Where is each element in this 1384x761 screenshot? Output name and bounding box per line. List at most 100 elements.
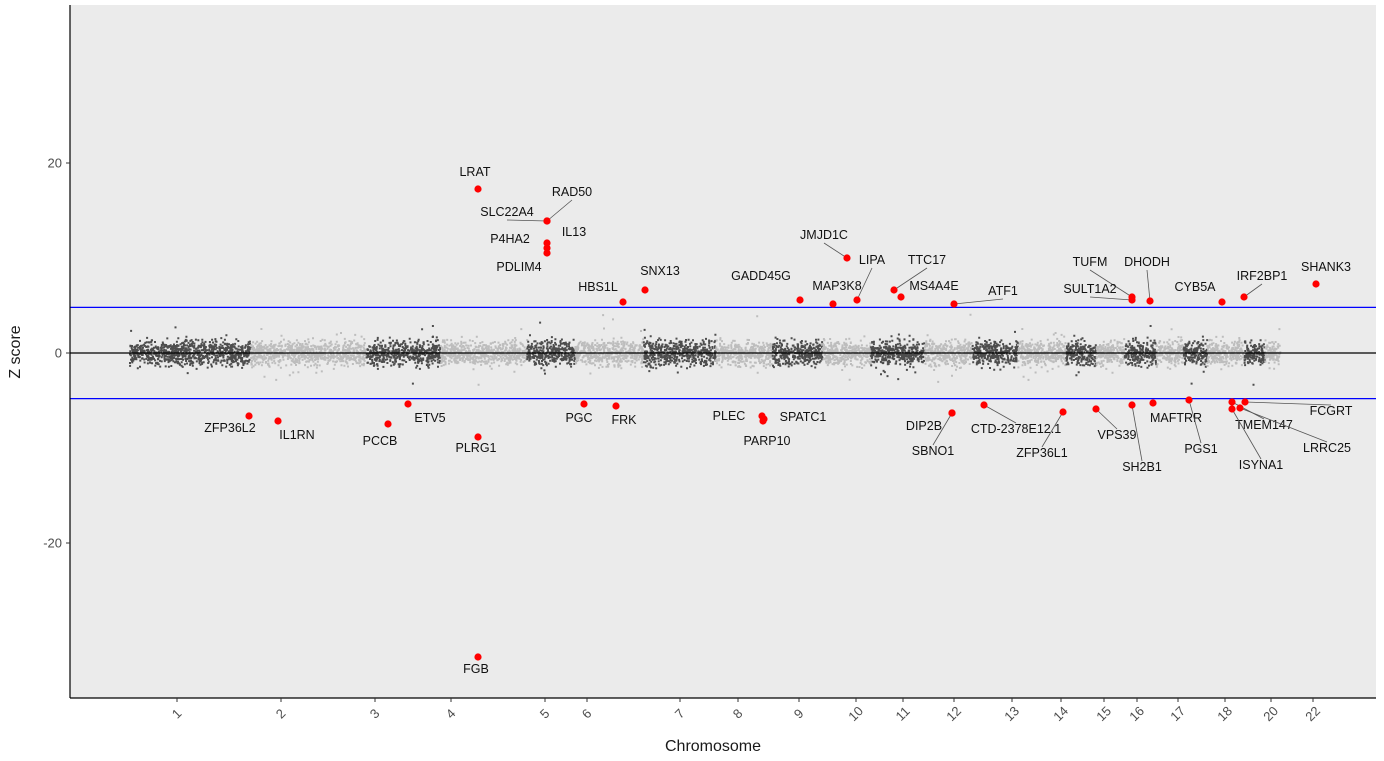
gene-point [474, 185, 482, 193]
chromosome-point-cloud [250, 328, 368, 381]
chromosome-point-cloud [971, 330, 1019, 371]
y-tick-label: 0 [55, 346, 62, 361]
x-tick-label: 1 [169, 706, 185, 722]
gene-label: MAFTRR [1150, 411, 1202, 425]
x-tick-label: 12 [943, 703, 964, 724]
gene-point [843, 254, 851, 262]
gene-marker-ttc17: TTC17 [890, 253, 946, 294]
gene-label: TTC17 [908, 253, 946, 267]
gene-label: ISYNA1 [1239, 458, 1284, 472]
chromosome-point-cloud [1065, 334, 1098, 377]
gene-point [1092, 405, 1100, 413]
gene-point [1228, 398, 1236, 406]
x-tick-label: 10 [845, 703, 866, 724]
gene-label: ATF1 [988, 284, 1018, 298]
chromosome-points-7 [642, 328, 717, 374]
gene-label: PGC [565, 411, 592, 425]
chromosome-points-15 [1065, 334, 1098, 377]
chromosome-point-cloud [642, 328, 717, 374]
gene-label: TUFM [1073, 255, 1108, 269]
gene-marker-dhodh: DHODH [1124, 255, 1170, 305]
gene-marker-snx13: SNX13 [640, 264, 680, 294]
label-leader-line [932, 412, 953, 446]
gene-label: SULT1A2 [1063, 282, 1116, 296]
gene-marker-plrg1: PLRG1 [456, 433, 497, 455]
gene-point [474, 653, 482, 661]
chromosome-point-cloud [574, 314, 645, 375]
gene-label: ZFP36L2 [204, 421, 255, 435]
gene-point [1146, 297, 1154, 305]
gene-point [641, 286, 649, 294]
gene-point [245, 412, 253, 420]
label-leader-line [1231, 401, 1265, 420]
x-tick-label: 11 [893, 704, 913, 724]
gene-point [543, 249, 551, 257]
gene-label: CYB5A [1175, 280, 1217, 294]
label-leader-line [1188, 399, 1202, 444]
chromosome-points-17 [1123, 325, 1158, 369]
chromosome-points-9 [790, 337, 824, 369]
chromosome-point-cloud [439, 328, 529, 386]
gene-label: SHANK3 [1301, 260, 1351, 274]
gene-marker-ms4a4e: MS4A4E [897, 279, 959, 301]
gene-point [612, 402, 620, 410]
gene-point [474, 433, 482, 441]
x-tick-label: 2 [273, 706, 289, 722]
chromosome-points-12 [923, 313, 974, 383]
gene-label: IRF2BP1 [1237, 269, 1288, 283]
gene-label: LIPA [859, 253, 886, 267]
gene-marker-etv5: ETV5 [404, 400, 446, 425]
gene-marker-map3k8: MAP3K8 [812, 279, 862, 308]
gene-marker-gadd45g: GADD45G [731, 269, 804, 304]
gene-label: TMEM147 [1235, 418, 1293, 432]
gene-point [1149, 399, 1157, 407]
chromosome-points-13 [971, 330, 1019, 371]
gene-label: PARP10 [743, 434, 790, 448]
label-leader-line [1089, 269, 1133, 298]
x-tick-label: 16 [1126, 703, 1147, 724]
y-axis-title: Z score [7, 325, 24, 378]
gene-marker-pccb: PCCB [363, 420, 397, 448]
gene-label: MS4A4E [909, 279, 958, 293]
chromosome-point-cloud [187, 334, 252, 370]
label-leader-line [983, 404, 1017, 424]
chromosome-point-cloud [714, 315, 774, 374]
gene-point [1128, 296, 1136, 304]
y-axis-ticks: 20 0 -20 [43, 156, 70, 551]
gene-label: LRRC25 [1303, 441, 1351, 455]
label-leader-line [823, 242, 848, 259]
gene-label: SH2B1 [1122, 460, 1162, 474]
gene-label: SPATC1 [780, 410, 827, 424]
x-tick-label: 3 [367, 706, 383, 722]
gene-point [404, 400, 412, 408]
x-tick-label: 22 [1302, 703, 1323, 724]
gene-label: ETV5 [414, 411, 445, 425]
gene-marker-sh2b1: SH2B1 [1122, 401, 1162, 474]
x-tick-label: 15 [1093, 703, 1114, 724]
gene-label: SBNO1 [912, 444, 954, 458]
gene-label: PLEC [713, 409, 746, 423]
label-leader-line [1239, 407, 1328, 443]
label-leader-line [1243, 283, 1263, 298]
gene-point [543, 244, 551, 252]
gene-label: DHODH [1124, 255, 1170, 269]
chromosome-points-2 [250, 328, 368, 381]
gene-marker-lrat: LRAT [459, 165, 491, 193]
gene-label: FRK [612, 413, 638, 427]
gene-point [619, 298, 627, 306]
gene-marker-isyna1: ISYNA1 [1228, 405, 1283, 472]
chromosome-point-cloud [1264, 328, 1282, 370]
chromosome-point-cloud [129, 326, 190, 375]
gene-marker-ctd-2378e12.1: CTD-2378E12.1 [971, 401, 1061, 436]
gene-point [759, 417, 767, 425]
x-tick-label: 20 [1260, 703, 1281, 724]
chromosome-point-cloud [923, 313, 974, 383]
gene-marker-vps39: VPS39 [1092, 405, 1137, 442]
x-tick-label: 8 [730, 706, 746, 722]
gene-point [543, 239, 551, 247]
x-tick-label: 4 [443, 706, 459, 722]
chromosome-point-cloud [1243, 339, 1266, 386]
gene-point [384, 420, 392, 428]
gene-point [796, 296, 804, 304]
x-tick-label: 17 [1167, 703, 1188, 724]
